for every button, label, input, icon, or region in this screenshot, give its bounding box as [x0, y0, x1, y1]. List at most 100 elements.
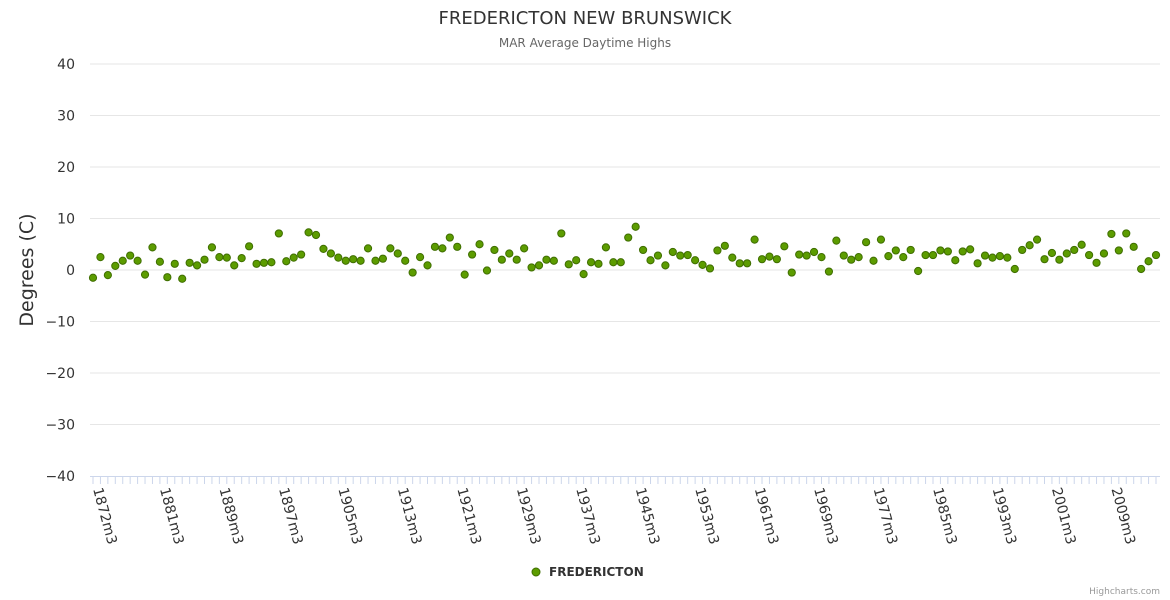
data-point[interactable] [326, 249, 335, 258]
data-point[interactable] [601, 243, 611, 252]
data-point[interactable] [1122, 229, 1131, 238]
data-point[interactable] [274, 229, 283, 238]
data-point[interactable] [356, 256, 365, 265]
credits-link[interactable]: Highcharts.com [1089, 587, 1160, 597]
data-point[interactable] [103, 271, 112, 280]
data-point[interactable] [215, 253, 224, 262]
data-point[interactable] [757, 255, 767, 264]
data-point[interactable] [824, 267, 834, 276]
data-point[interactable] [579, 270, 588, 279]
data-point[interactable] [847, 255, 856, 264]
data-point[interactable] [1040, 255, 1049, 264]
data-point[interactable] [371, 256, 380, 265]
data-point[interactable] [787, 268, 796, 277]
data-point[interactable] [1003, 253, 1012, 262]
data-point[interactable] [297, 250, 306, 259]
data-point[interactable] [408, 268, 417, 277]
data-point[interactable] [661, 261, 670, 270]
data-point[interactable] [349, 255, 358, 264]
data-point[interactable] [705, 264, 715, 273]
data-point[interactable] [549, 256, 558, 265]
data-point[interactable] [884, 251, 893, 261]
data-point[interactable] [713, 246, 722, 255]
data-point[interactable] [423, 261, 432, 270]
data-point[interactable] [259, 258, 269, 267]
data-point[interactable] [817, 253, 826, 262]
data-point[interactable] [237, 254, 246, 263]
data-point[interactable] [148, 243, 157, 252]
data-point[interactable] [1055, 255, 1064, 264]
data-point[interactable] [832, 236, 841, 245]
data-point[interactable] [126, 251, 135, 260]
data-point[interactable] [445, 233, 454, 242]
data-point[interactable] [899, 253, 908, 262]
data-point[interactable] [943, 247, 952, 256]
data-point[interactable] [1062, 249, 1071, 258]
data-point[interactable] [133, 256, 142, 265]
data-point[interactable] [304, 228, 313, 237]
data-point[interactable] [393, 249, 402, 258]
data-point[interactable] [378, 254, 388, 263]
data-point[interactable] [490, 245, 499, 255]
data-point[interactable] [334, 253, 343, 262]
data-point[interactable] [505, 249, 514, 258]
data-point[interactable] [609, 258, 618, 267]
data-point[interactable] [928, 250, 938, 260]
data-point[interactable] [1092, 258, 1101, 267]
data-point[interactable] [839, 251, 848, 260]
data-point[interactable] [192, 261, 202, 270]
data-point[interactable] [1070, 245, 1079, 255]
data-point[interactable] [88, 273, 98, 282]
data-point[interactable] [936, 246, 945, 255]
data-point[interactable] [891, 246, 900, 255]
data-point[interactable] [795, 250, 804, 259]
data-point[interactable] [319, 244, 328, 253]
data-point[interactable] [111, 261, 120, 270]
data-point[interactable] [624, 233, 633, 242]
data-point[interactable] [921, 250, 930, 260]
data-point[interactable] [497, 255, 506, 264]
data-point[interactable] [542, 255, 551, 264]
data-point[interactable] [1114, 246, 1123, 255]
data-point[interactable] [958, 247, 967, 256]
data-point[interactable] [1137, 264, 1146, 274]
data-point[interactable] [282, 257, 291, 266]
data-point[interactable] [468, 250, 477, 259]
data-point[interactable] [482, 266, 492, 275]
data-point[interactable] [512, 255, 521, 264]
data-point[interactable] [668, 247, 677, 257]
data-point[interactable] [743, 259, 752, 268]
data-point[interactable] [691, 256, 700, 265]
data-point[interactable] [230, 261, 239, 270]
data-point[interactable] [200, 255, 209, 264]
data-point[interactable] [475, 240, 484, 249]
data-point[interactable] [1144, 257, 1153, 266]
data-point[interactable] [140, 270, 150, 279]
data-point[interactable] [267, 258, 276, 267]
data-point[interactable] [222, 253, 231, 262]
data-point[interactable] [869, 256, 878, 265]
data-point[interactable] [430, 242, 440, 251]
data-point[interactable] [586, 258, 596, 267]
data-point[interactable] [995, 251, 1004, 261]
data-point[interactable] [951, 256, 960, 265]
data-point[interactable] [341, 256, 350, 265]
data-point[interactable] [728, 253, 737, 262]
data-point[interactable] [163, 273, 172, 282]
data-point[interactable] [1107, 229, 1116, 239]
data-point[interactable] [557, 229, 566, 238]
data-point[interactable] [765, 252, 774, 261]
data-point[interactable] [876, 235, 886, 244]
data-point[interactable] [854, 253, 863, 262]
data-point[interactable] [988, 253, 997, 262]
data-point[interactable] [631, 222, 640, 231]
data-point[interactable] [453, 242, 462, 251]
data-point[interactable] [118, 256, 127, 265]
data-point[interactable] [698, 260, 707, 269]
data-point[interactable] [401, 256, 410, 265]
data-point[interactable] [772, 255, 781, 264]
data-point[interactable] [1010, 264, 1019, 274]
data-point[interactable] [289, 253, 298, 262]
data-point[interactable] [653, 251, 663, 260]
data-point[interactable] [720, 241, 729, 250]
